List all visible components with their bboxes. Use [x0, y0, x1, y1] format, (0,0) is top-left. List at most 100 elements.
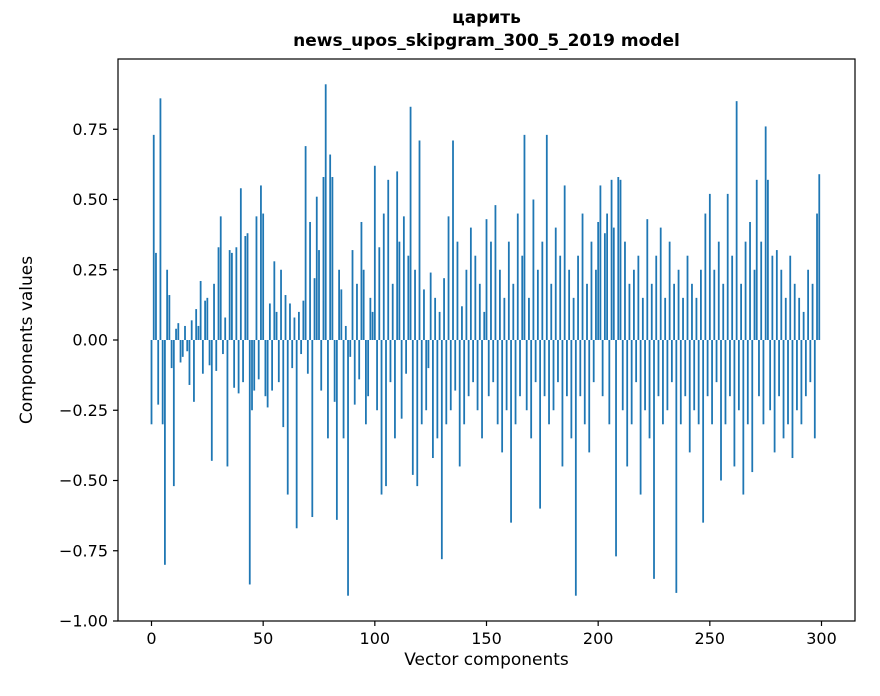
- bar: [528, 297, 530, 340]
- bar: [217, 247, 220, 340]
- bar: [351, 250, 354, 340]
- bar: [188, 340, 191, 385]
- bar: [353, 340, 356, 405]
- bar: [327, 340, 329, 439]
- bar: [559, 255, 562, 340]
- bar: [469, 227, 472, 340]
- bar: [253, 340, 256, 391]
- chart-title: царить: [452, 8, 521, 28]
- bar: [650, 283, 653, 340]
- bar: [338, 269, 340, 340]
- bar: [646, 219, 649, 340]
- bar: [465, 269, 468, 340]
- bar: [458, 340, 461, 467]
- bar: [664, 297, 667, 340]
- bar: [749, 221, 751, 340]
- bar: [168, 295, 171, 340]
- bar: [793, 283, 796, 340]
- bar: [235, 247, 238, 340]
- bar: [335, 340, 338, 520]
- bar: [382, 213, 385, 340]
- chart-subtitle: news_upos_skipgram_300_5_2019 model: [293, 31, 680, 51]
- bar: [423, 289, 425, 340]
- bar: [751, 340, 754, 473]
- bar: [789, 255, 792, 340]
- bar: [260, 185, 262, 340]
- bar: [420, 340, 423, 425]
- bar: [626, 340, 629, 467]
- bar: [244, 236, 247, 340]
- bar: [166, 269, 169, 340]
- bar: [608, 340, 611, 425]
- bar: [449, 340, 452, 411]
- bar: [574, 340, 577, 596]
- bar: [291, 340, 294, 369]
- bar: [561, 340, 564, 467]
- bar: [257, 340, 260, 380]
- bar: [476, 340, 479, 411]
- bar: [447, 216, 450, 340]
- bar: [684, 340, 687, 397]
- bar: [778, 340, 780, 397]
- bar: [284, 295, 287, 340]
- bar: [197, 325, 200, 340]
- bar: [590, 241, 593, 340]
- bar: [472, 340, 474, 383]
- bar: [711, 340, 713, 425]
- bar: [264, 340, 267, 397]
- bar: [809, 340, 812, 383]
- bar: [186, 340, 189, 352]
- bar: [373, 165, 376, 340]
- bar: [248, 340, 251, 585]
- bar: [289, 303, 291, 340]
- bar: [271, 340, 273, 391]
- bar: [670, 340, 673, 383]
- bar: [170, 340, 173, 369]
- bar: [601, 340, 604, 397]
- bar: [228, 250, 231, 340]
- bar: [333, 340, 336, 402]
- bar: [695, 297, 698, 340]
- bar: [255, 216, 258, 340]
- bar: [215, 340, 218, 371]
- bar: [418, 140, 421, 340]
- bar: [532, 199, 535, 340]
- bar: [655, 255, 658, 340]
- bar: [385, 340, 387, 487]
- bar: [315, 196, 318, 340]
- bar: [758, 340, 760, 397]
- bar: [818, 174, 821, 340]
- bar: [514, 340, 517, 425]
- bar: [802, 311, 805, 340]
- bar: [376, 340, 378, 411]
- bar: [617, 177, 620, 340]
- bar: [668, 241, 671, 340]
- y-tick-label: 0.75: [72, 120, 108, 139]
- bar: [402, 216, 405, 340]
- y-tick-label: 0.25: [72, 260, 108, 279]
- bar: [599, 185, 602, 340]
- bar: [501, 340, 504, 453]
- bar: [706, 340, 709, 397]
- bar: [478, 283, 481, 340]
- bar: [731, 255, 734, 340]
- x-tick-label: 150: [471, 629, 502, 648]
- bar: [702, 340, 705, 523]
- bar: [432, 340, 434, 459]
- bar: [302, 300, 305, 340]
- bar: [512, 283, 515, 340]
- bar: [438, 311, 441, 340]
- bar: [485, 219, 488, 340]
- bar: [233, 340, 236, 388]
- x-tick-label: 250: [695, 629, 726, 648]
- bar: [286, 340, 289, 495]
- bar: [434, 297, 437, 340]
- bar: [210, 340, 213, 461]
- bar: [329, 154, 332, 340]
- y-tick-label: 0.50: [72, 190, 108, 209]
- bar: [280, 269, 282, 340]
- y-tick-label: −0.75: [59, 541, 108, 560]
- bar: [628, 283, 631, 340]
- bar: [237, 340, 240, 394]
